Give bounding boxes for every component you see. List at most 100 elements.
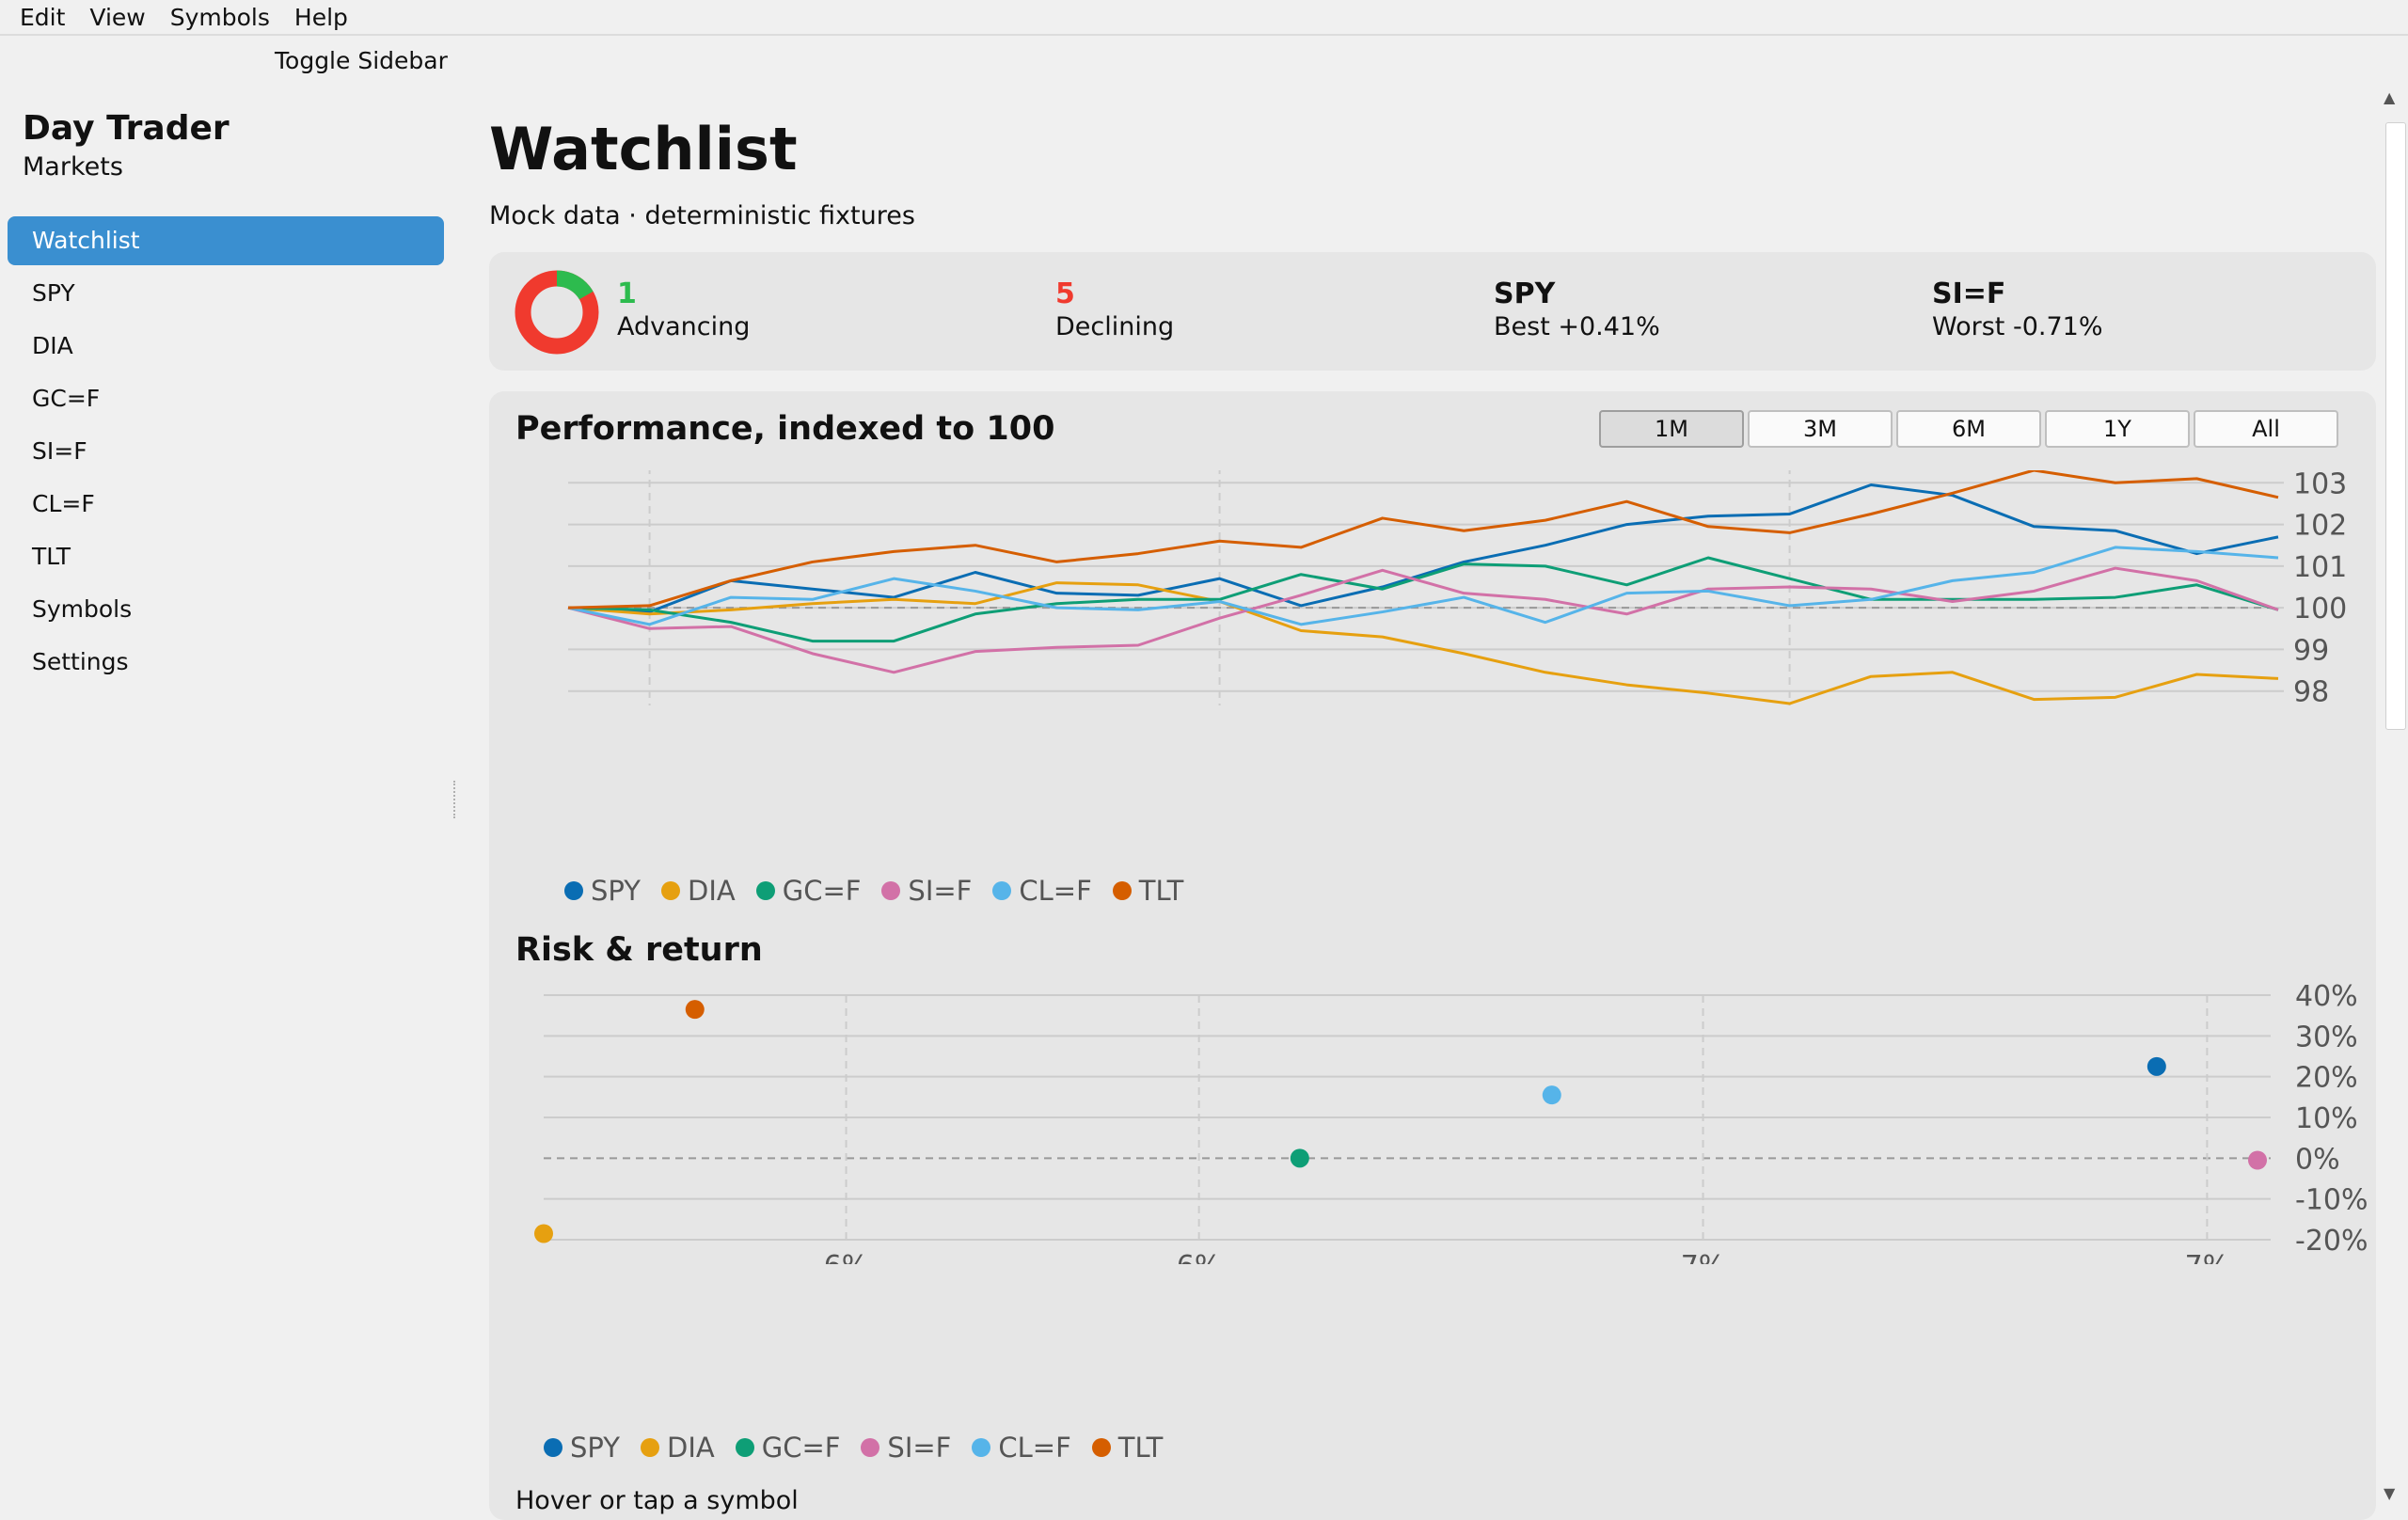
- performance-legend-gc-f[interactable]: GC=F: [755, 875, 862, 907]
- series-line-dia: [567, 581, 2279, 705]
- toggle-sidebar-button[interactable]: Toggle Sidebar: [275, 47, 448, 74]
- performance-title: Performance, indexed to 100: [515, 410, 1055, 448]
- risk-legend-si-f[interactable]: SI=F: [861, 1432, 951, 1464]
- sidebar-item-settings[interactable]: Settings: [32, 648, 129, 675]
- series-line-spy: [567, 483, 2279, 614]
- risk-title: Risk & return: [515, 931, 763, 969]
- advancing-count: 1: [617, 277, 637, 310]
- worst-label: Worst -0.71%: [1932, 312, 2103, 341]
- menu-edit[interactable]: Edit: [20, 3, 66, 31]
- legend-label: GC=F: [782, 875, 862, 907]
- summary-card: 1 Advancing 5 Declining SPY Best +0.41% …: [489, 252, 2376, 371]
- app-subtitle: Markets: [23, 152, 123, 182]
- x-tick-label: 7%: [1681, 1250, 1726, 1264]
- x-tick-label: 7%: [2185, 1250, 2230, 1264]
- y-tick-label: 103: [2293, 470, 2347, 500]
- menu-help[interactable]: Help: [293, 3, 348, 31]
- range-3m-button[interactable]: 3M: [1748, 410, 1893, 448]
- risk-return-scatter-chart[interactable]: -20% -10% 0% 10% 20% 30% 40% 6% 6% 7% 7%: [489, 982, 2376, 1264]
- sidebar-item-si-f[interactable]: SI=F: [32, 437, 87, 465]
- scatter-point-cl-f[interactable]: [1542, 1085, 1561, 1105]
- series-line-gc-f: [567, 556, 2279, 643]
- performance-legend-cl-f[interactable]: CL=F: [992, 875, 1092, 907]
- y-tick-label: 30%: [2295, 1021, 2358, 1053]
- performance-legend-si-f[interactable]: SI=F: [881, 875, 972, 907]
- scatter-point-si-f[interactable]: [2248, 1150, 2267, 1170]
- performance-legend-tlt[interactable]: TLT: [1112, 875, 1184, 907]
- range-6m-button[interactable]: 6M: [1896, 410, 2041, 448]
- series-line-tlt: [567, 470, 2279, 610]
- declining-stat: 5 Declining: [1055, 278, 1174, 344]
- sidebar-item-tlt[interactable]: TLT: [32, 543, 71, 570]
- sidebar-item-cl-f[interactable]: CL=F: [32, 490, 95, 517]
- page-title: Watchlist: [489, 115, 798, 183]
- menu-symbols[interactable]: Symbols: [169, 3, 270, 31]
- charts-panel: Performance, indexed to 100 1M 3M 6M 1Y …: [489, 391, 2376, 1520]
- y-tick-label: 102: [2293, 510, 2347, 543]
- legend-label: GC=F: [761, 1432, 841, 1464]
- scatter-point-spy[interactable]: [2147, 1056, 2166, 1076]
- legend-dot-icon: [735, 1438, 754, 1457]
- advancing-label: Advancing: [617, 312, 751, 341]
- y-tick-label: 0%: [2295, 1143, 2340, 1176]
- declining-count: 5: [1055, 277, 1075, 310]
- legend-label: DIA: [666, 1432, 715, 1464]
- range-all-button[interactable]: All: [2194, 410, 2338, 448]
- menu-view[interactable]: View: [89, 3, 146, 31]
- sidebar-item-symbols[interactable]: Symbols: [32, 595, 133, 623]
- performance-legend-spy[interactable]: SPY: [564, 875, 641, 907]
- legend-label: SI=F: [887, 1432, 952, 1464]
- risk-legend-spy[interactable]: SPY: [544, 1432, 620, 1464]
- range-1m-button[interactable]: 1M: [1599, 410, 1744, 448]
- legend-dot-icon: [660, 881, 680, 900]
- legend-dot-icon: [640, 1438, 659, 1457]
- legend-dot-icon: [564, 881, 583, 900]
- risk-legend-gc-f[interactable]: GC=F: [735, 1432, 841, 1464]
- legend-label: DIA: [687, 875, 736, 907]
- risk-legend-dia[interactable]: DIA: [640, 1432, 715, 1464]
- y-tick-label: 20%: [2295, 1062, 2358, 1095]
- risk-legend-cl-f[interactable]: CL=F: [972, 1432, 1071, 1464]
- performance-gridlines: [568, 470, 2284, 705]
- app-title: Day Trader: [23, 109, 230, 148]
- legend-label: SI=F: [908, 875, 973, 907]
- sidebar-item-gc-f[interactable]: GC=F: [32, 385, 101, 412]
- performance-legend: SPY DIA GC=F SI=F CL=F TLT: [564, 875, 1183, 907]
- legend-label: SPY: [591, 875, 641, 907]
- sidebar-item-spy[interactable]: SPY: [32, 279, 75, 307]
- scatter-point-dia[interactable]: [534, 1224, 553, 1243]
- y-tick-label: 10%: [2295, 1102, 2358, 1135]
- sidebar-item-dia[interactable]: DIA: [32, 332, 73, 359]
- scroll-down-arrow-icon[interactable]: ▼: [2384, 1484, 2396, 1502]
- performance-legend-dia[interactable]: DIA: [660, 875, 736, 907]
- legend-label: TLT: [1138, 875, 1184, 907]
- legend-dot-icon: [881, 881, 901, 900]
- legend-label: CL=F: [998, 1432, 1071, 1464]
- scrollbar-thumb[interactable]: [2385, 122, 2406, 730]
- y-tick-label: 101: [2293, 551, 2347, 584]
- legend-dot-icon: [972, 1438, 991, 1457]
- y-tick-label: 99: [2293, 634, 2329, 667]
- sidebar-resize-handle[interactable]: [453, 781, 459, 818]
- x-tick-label: 6%: [1177, 1250, 1222, 1264]
- risk-legend-tlt[interactable]: TLT: [1091, 1432, 1163, 1464]
- legend-dot-icon: [544, 1438, 562, 1457]
- y-tick-label: 98: [2293, 676, 2329, 705]
- performance-line-chart[interactable]: 9899100101102103Jun 11Jun 18Jun 25: [489, 470, 2376, 705]
- legend-label: SPY: [570, 1432, 620, 1464]
- y-tick-label: 40%: [2295, 982, 2358, 1013]
- best-label: Best +0.41%: [1494, 312, 1660, 341]
- range-1y-button[interactable]: 1Y: [2045, 410, 2190, 448]
- scatter-point-gc-f[interactable]: [1290, 1148, 1309, 1168]
- legend-dot-icon: [1091, 1438, 1111, 1457]
- legend-dot-icon: [861, 1438, 880, 1457]
- best-symbol: SPY: [1494, 277, 1556, 310]
- scroll-up-arrow-icon[interactable]: ▲: [2384, 88, 2396, 106]
- worst-stat: SI=F Worst -0.71%: [1932, 278, 2103, 344]
- scatter-point-tlt[interactable]: [685, 1000, 705, 1020]
- legend-label: CL=F: [1019, 875, 1092, 907]
- breadth-donut-chart: [515, 270, 599, 355]
- sidebar-item-watchlist[interactable]: Watchlist: [8, 216, 444, 265]
- advancing-stat: 1 Advancing: [617, 278, 750, 344]
- legend-dot-icon: [1112, 881, 1132, 900]
